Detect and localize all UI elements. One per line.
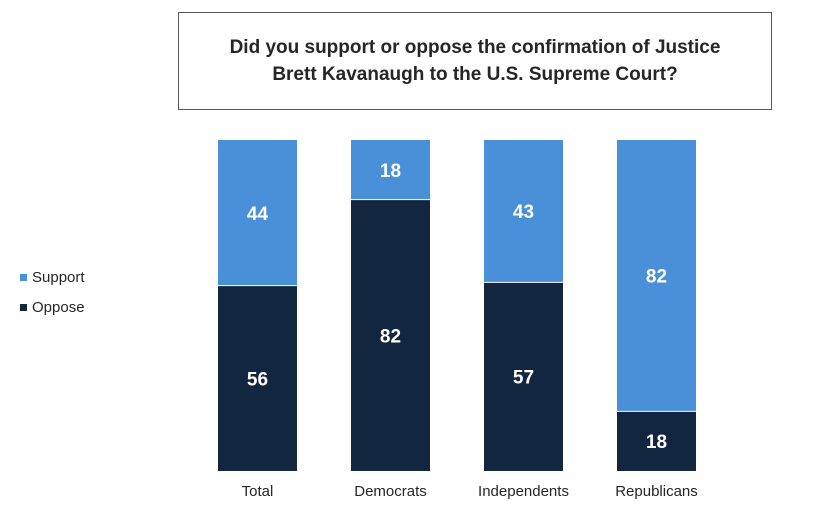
bar-oppose-democrats bbox=[351, 199, 430, 471]
x-tick-label-republicans: Republicans bbox=[615, 483, 698, 500]
chart-title-box: Did you support or oppose the confirmati… bbox=[178, 12, 772, 110]
chart-title: Did you support or oppose the confirmati… bbox=[229, 37, 721, 85]
x-tick-label-total: Total bbox=[242, 483, 274, 500]
data-label-oppose-democrats: 82 bbox=[380, 326, 401, 347]
legend-item-support: Support bbox=[20, 262, 85, 292]
data-label-support-democrats: 18 bbox=[380, 161, 401, 182]
bar-support-total bbox=[218, 140, 297, 286]
x-tick-label-independents: Independents bbox=[478, 483, 569, 500]
legend: Support Oppose bbox=[20, 262, 85, 322]
data-label-oppose-independents: 57 bbox=[513, 368, 534, 389]
data-label-support-total: 44 bbox=[247, 204, 269, 225]
legend-item-oppose: Oppose bbox=[20, 292, 85, 322]
data-label-support-independents: 43 bbox=[513, 202, 534, 223]
bar-support-democrats bbox=[351, 140, 430, 200]
data-label-oppose-republicans: 18 bbox=[646, 432, 667, 453]
bar-oppose-total bbox=[218, 285, 297, 471]
bar-support-republicans bbox=[617, 140, 696, 412]
legend-swatch-support bbox=[20, 273, 27, 281]
data-label-support-republicans: 82 bbox=[646, 267, 667, 288]
data-label-oppose-total: 56 bbox=[247, 369, 268, 390]
bar-oppose-independents bbox=[484, 282, 563, 471]
bar-oppose-republicans bbox=[617, 411, 696, 471]
legend-swatch-oppose bbox=[20, 303, 27, 311]
x-tick-label-democrats: Democrats bbox=[354, 483, 427, 500]
bar-support-independents bbox=[484, 140, 563, 283]
legend-label-oppose: Oppose bbox=[32, 298, 85, 316]
legend-label-support: Support bbox=[32, 268, 85, 286]
